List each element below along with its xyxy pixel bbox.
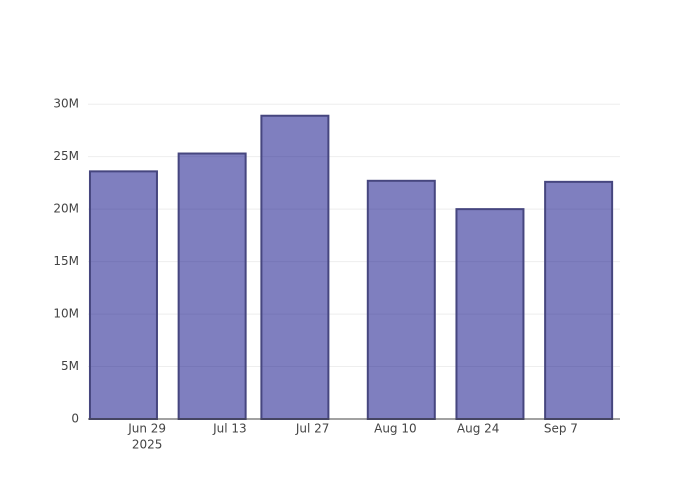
x-tick-label: Jun 29 xyxy=(127,422,166,436)
y-tick-label: 5M xyxy=(61,359,79,373)
bar xyxy=(366,179,436,420)
x-tick-sublabel: 2025 xyxy=(132,438,163,452)
bar xyxy=(455,208,525,420)
x-tick-label: Aug 10 xyxy=(374,422,417,436)
x-tick-label: Jul 13 xyxy=(212,422,247,436)
bar xyxy=(260,114,330,420)
y-tick-label: 30M xyxy=(53,97,79,111)
x-tick-label: Jul 27 xyxy=(295,422,330,436)
y-tick-label: 0 xyxy=(71,412,79,426)
bar xyxy=(88,170,158,420)
y-tick-label: 25M xyxy=(53,149,79,163)
bar xyxy=(544,180,614,420)
y-tick-label: 20M xyxy=(53,202,79,216)
bar xyxy=(177,152,247,420)
y-tick-label: 10M xyxy=(53,307,79,321)
x-tick-label: Sep 7 xyxy=(544,422,578,436)
x-tick-label: Aug 24 xyxy=(457,422,500,436)
y-tick-label: 15M xyxy=(53,254,79,268)
